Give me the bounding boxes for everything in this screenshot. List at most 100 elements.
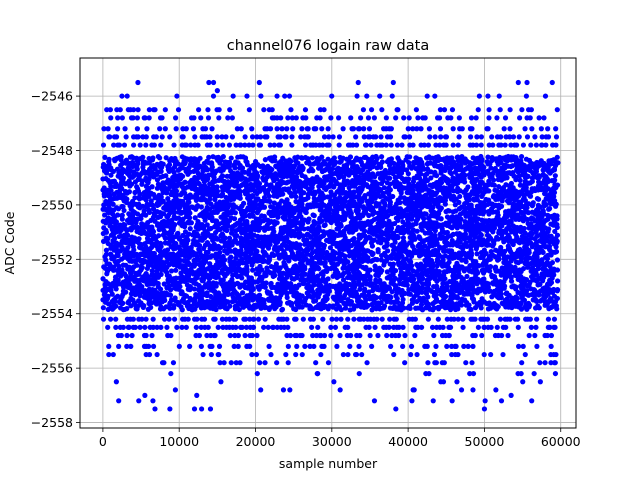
- data-point: [407, 154, 413, 160]
- data-point: [474, 251, 480, 257]
- data-point: [262, 284, 268, 290]
- data-point: [204, 290, 210, 296]
- data-point: [124, 232, 131, 238]
- data-point: [487, 264, 494, 270]
- data-point: [173, 267, 179, 273]
- data-point: [379, 159, 385, 165]
- data-point: [157, 286, 164, 292]
- data-point: [158, 243, 164, 250]
- data-point: [261, 297, 267, 303]
- data-point: [130, 297, 136, 303]
- data-point: [479, 156, 485, 163]
- data-point: [444, 283, 450, 289]
- data-point: [438, 216, 444, 222]
- data-point: [148, 198, 154, 204]
- data-point: [179, 307, 185, 313]
- data-point: [232, 210, 238, 216]
- data-point: [197, 249, 203, 255]
- data-point: [101, 185, 107, 191]
- data-point: [225, 291, 231, 297]
- data-point: [113, 286, 119, 292]
- data-point: [182, 224, 188, 230]
- data-point: [113, 219, 120, 225]
- data-point: [123, 289, 129, 295]
- data-point: [506, 246, 513, 252]
- data-point: [182, 190, 188, 196]
- data-point: [346, 270, 352, 276]
- data-point: [176, 215, 182, 221]
- data-point: [115, 277, 121, 283]
- data-point: [188, 220, 194, 226]
- data-point: [112, 235, 118, 241]
- data-point: [211, 175, 217, 181]
- data-point: [495, 304, 501, 310]
- data-point: [132, 195, 138, 201]
- data-point: [212, 196, 218, 202]
- data-point: [212, 288, 218, 295]
- data-point: [231, 287, 237, 293]
- data-point: [464, 273, 470, 280]
- data-point: [175, 230, 181, 236]
- data-point: [250, 286, 256, 292]
- data-point: [160, 198, 166, 204]
- data-point: [209, 214, 215, 221]
- data-point: [109, 224, 116, 231]
- data-point: [204, 167, 211, 173]
- data-point: [120, 160, 126, 166]
- data-point: [206, 154, 212, 160]
- data-point: [303, 256, 309, 262]
- data-point: [400, 296, 406, 303]
- data-point: [107, 192, 113, 198]
- data-point: [173, 188, 180, 194]
- data-point: [370, 250, 376, 257]
- data-point: [299, 163, 305, 169]
- data-point: [410, 187, 416, 194]
- data-point: [185, 199, 191, 205]
- data-point: [186, 231, 192, 237]
- data-point: [122, 222, 128, 228]
- data-point: [241, 200, 247, 206]
- data-point: [320, 192, 326, 199]
- data-point: [292, 263, 299, 269]
- data-point: [255, 173, 261, 179]
- data-point: [367, 274, 373, 280]
- data-point: [387, 175, 393, 181]
- data-point: [385, 248, 391, 254]
- data-point: [222, 264, 228, 270]
- data-point: [406, 159, 412, 166]
- data-point: [379, 154, 385, 160]
- data-point: [124, 306, 130, 312]
- data-point: [325, 276, 331, 282]
- data-point: [109, 291, 115, 297]
- data-point: [141, 258, 147, 264]
- data-point: [318, 283, 324, 289]
- data-point: [498, 244, 504, 251]
- data-point: [375, 247, 381, 253]
- data-point: [141, 208, 147, 214]
- data-point: [240, 290, 246, 296]
- data-point: [408, 259, 414, 265]
- data-point: [256, 180, 263, 187]
- data-point: [163, 173, 169, 179]
- data-point: [244, 159, 250, 165]
- data-point: [470, 296, 477, 302]
- data-point: [119, 216, 125, 222]
- data-point: [102, 212, 108, 218]
- data-point: [468, 202, 474, 208]
- data-point: [316, 266, 322, 272]
- data-point: [419, 159, 425, 165]
- data-point: [220, 277, 226, 283]
- data-point: [425, 294, 431, 300]
- data-point: [105, 235, 111, 242]
- data-point: [316, 224, 322, 230]
- data-point: [175, 161, 181, 167]
- data-point: [280, 191, 286, 197]
- data-point: [139, 283, 145, 290]
- data-point: [207, 193, 213, 199]
- chart-title: channel076 logain raw data: [227, 38, 429, 54]
- data-point: [179, 274, 185, 280]
- data-point: [177, 283, 183, 290]
- data-point: [225, 299, 231, 305]
- data-point: [140, 203, 146, 209]
- data-point: [155, 280, 161, 287]
